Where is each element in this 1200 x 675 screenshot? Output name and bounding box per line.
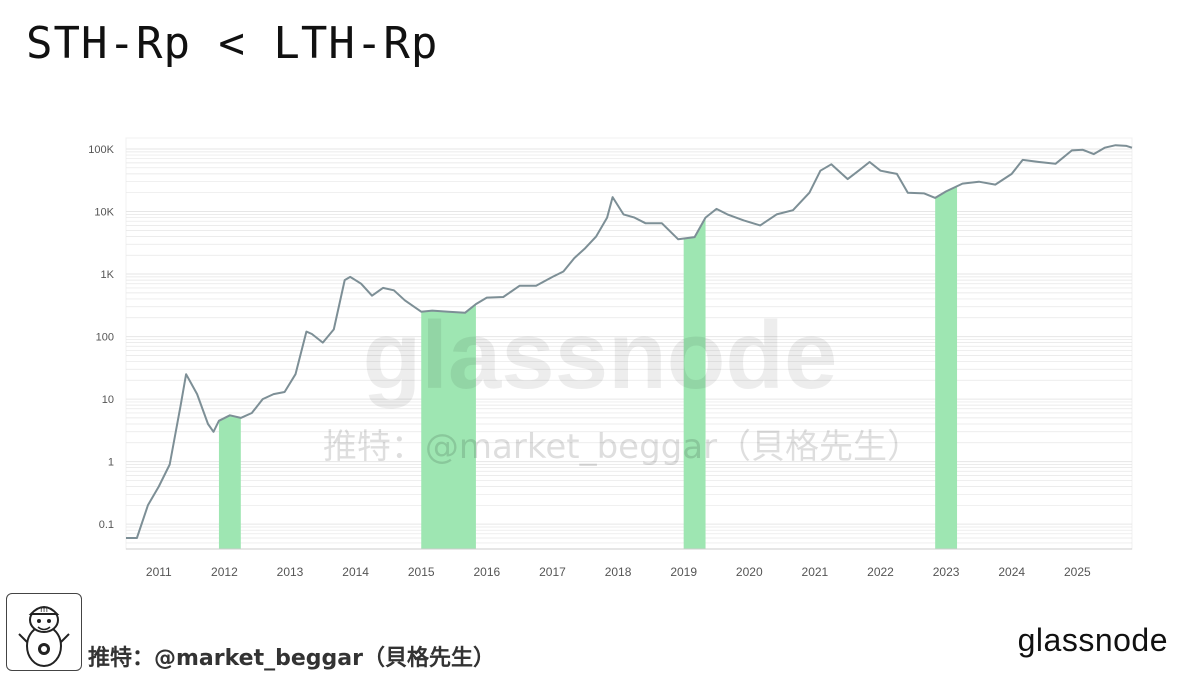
x-tick-label: 2017 <box>539 565 566 579</box>
watermark-brand: glassnode <box>363 302 838 409</box>
y-tick-label: 10K <box>94 207 114 219</box>
x-tick-label: 2011 <box>146 565 172 579</box>
y-tick-label: 10 <box>102 394 114 406</box>
y-tick-label: 100 <box>96 332 114 344</box>
x-tick-label: 2023 <box>933 565 960 579</box>
avatar: m <box>6 593 82 671</box>
y-tick-label: 1 <box>108 457 114 469</box>
footer-credit: 推特：@market_beggar（貝格先生） <box>88 646 495 671</box>
y-tick-label: 1K <box>101 269 115 281</box>
x-tick-label: 2015 <box>408 565 435 579</box>
x-tick-label: 2020 <box>736 565 763 579</box>
x-tick-label: 2013 <box>277 565 304 579</box>
cartoon-character-icon: m <box>18 605 70 667</box>
brand-logo: glassnode <box>1017 622 1168 658</box>
svg-text:m: m <box>40 605 48 614</box>
x-tick-label: 2012 <box>211 565 238 579</box>
page-title: STH-Rp < LTH-Rp <box>26 18 439 69</box>
y-tick-label: 0.1 <box>99 519 114 531</box>
price-line <box>126 144 1133 539</box>
x-tick-label: 2018 <box>605 565 632 579</box>
x-tick-label: 2024 <box>998 565 1025 579</box>
price-series <box>126 144 1133 539</box>
watermark-credit: 推特：@market_beggar（貝格先生） <box>323 427 921 467</box>
grid-lines <box>125 137 1133 550</box>
x-tick-label: 2016 <box>473 565 500 579</box>
x-tick-label: 2014 <box>342 565 369 579</box>
y-tick-label: 100K <box>88 144 114 156</box>
x-tick-label: 2025 <box>1064 565 1091 579</box>
highlight-range <box>935 145 958 549</box>
x-tick-label: 2022 <box>867 565 894 579</box>
x-tick-label: 2019 <box>670 565 697 579</box>
highlight-range <box>683 145 706 549</box>
watermark: glassnode 推特：@market_beggar（貝格先生） <box>323 302 921 467</box>
axes: 0.1 1 10 100 1K 10K 100K 2011 2012 2013 2014 2015 20… <box>88 144 1132 579</box>
x-tick-label: 2021 <box>802 565 829 579</box>
